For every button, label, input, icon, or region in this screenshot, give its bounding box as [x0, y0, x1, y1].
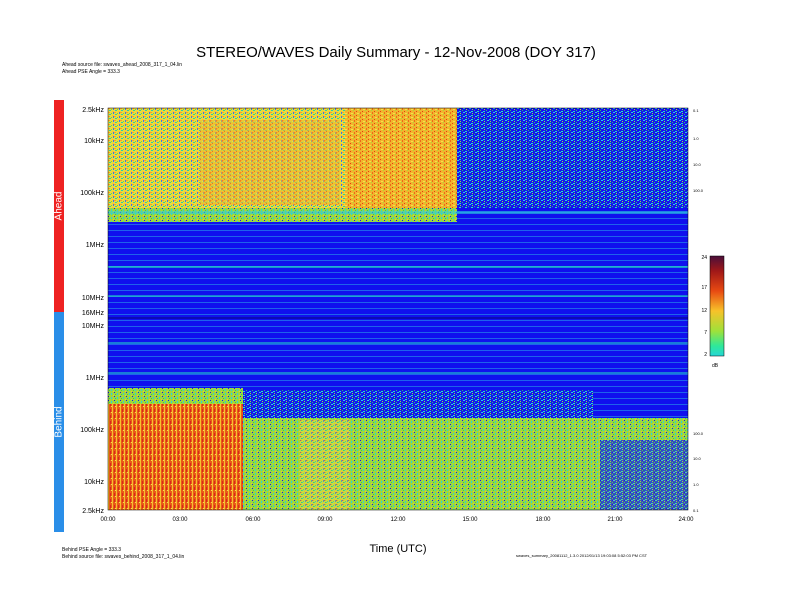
x-tick-label: 03:00: [172, 517, 188, 523]
ahead-line-1mhz: [108, 266, 688, 268]
colorbar: [709, 255, 725, 357]
plot-frame: [107, 107, 689, 511]
ahead-bar: Ahead: [54, 100, 65, 312]
right-tick-label: 1.0: [693, 136, 699, 141]
behind-region-mid-top: [243, 390, 593, 420]
behind-bar: Behind: [54, 312, 65, 532]
y-tick-label: 10MHz: [82, 323, 105, 330]
x-tick-label: 06:00: [245, 517, 261, 523]
x-tick-label: 18:00: [535, 517, 551, 523]
ahead-band-line: [108, 211, 688, 214]
x-tick-label: 21:00: [607, 517, 623, 523]
behind-region-early-top: [108, 388, 243, 404]
y-tick-label: 16MHz: [82, 310, 105, 317]
behind-line-1mhz: [108, 372, 688, 374]
right-tick-label: 0.1: [693, 508, 699, 513]
y-tick-label: 2.5kHz: [82, 508, 104, 515]
right-tick-label: 0.1: [693, 108, 699, 113]
y-tick-label: 1MHz: [86, 375, 105, 382]
ahead-region-intense: [345, 108, 457, 208]
behind-source-file: Behind source file: swaves_behind_2008_3…: [62, 554, 185, 560]
colorbar-tick: 7: [704, 330, 707, 336]
x-tick-label: 09:00: [317, 517, 333, 523]
chart-title: STEREO/WAVES Daily Summary - 12-Nov-2008…: [196, 44, 596, 61]
behind-region-burst: [300, 420, 350, 510]
x-axis-label: Time (UTC): [369, 543, 427, 555]
behind-pse-angle: Behind PSE Angle = 333.3: [62, 547, 122, 553]
x-tick-label: 00:00: [100, 517, 116, 523]
ahead-band-low: [108, 208, 457, 222]
x-tick-label: 24:00: [678, 517, 694, 523]
ahead-pse-angle: Ahead PSE Angle = 333.3: [62, 69, 120, 75]
ahead-source-file: Ahead source file: swaves_ahead_2008_317…: [62, 62, 183, 68]
y-tick-label: 100kHz: [80, 427, 104, 434]
ahead-line-10mhz: [108, 295, 688, 297]
right-tick-label: 10.0: [693, 162, 702, 167]
colorbar-tick: 24: [701, 255, 707, 261]
colorbar-unit: dB: [712, 363, 719, 369]
right-tick-label: 100.0: [693, 431, 704, 436]
footer-timestamp: swaves_summary_20081112_1.3.0 2012/01/13…: [516, 553, 648, 558]
y-tick-label: 10kHz: [84, 138, 104, 145]
y-tick-label: 2.5kHz: [82, 107, 104, 114]
y-tick-label: 10MHz: [82, 295, 105, 302]
right-tick-label: 1.0: [693, 482, 699, 487]
ahead-region-late: [457, 108, 688, 208]
colorbar-tick: 17: [701, 285, 707, 291]
colorbar-tick: 2: [704, 352, 707, 358]
y-tick-label: 100kHz: [80, 190, 104, 197]
ahead-region-early-peak: [200, 120, 340, 205]
right-tick-label: 10.0: [693, 456, 702, 461]
y-tick-label: 10kHz: [84, 479, 104, 486]
y-tick-label: 1MHz: [86, 242, 105, 249]
right-tick-label: 100.0: [693, 188, 704, 193]
colorbar-tick: 12: [701, 308, 707, 314]
x-tick-label: 15:00: [462, 517, 478, 523]
behind-region-end: [600, 440, 688, 510]
x-tick-label: 12:00: [390, 517, 406, 523]
behind-region-early: [108, 388, 243, 510]
behind-line-10mhz: [108, 342, 688, 344]
